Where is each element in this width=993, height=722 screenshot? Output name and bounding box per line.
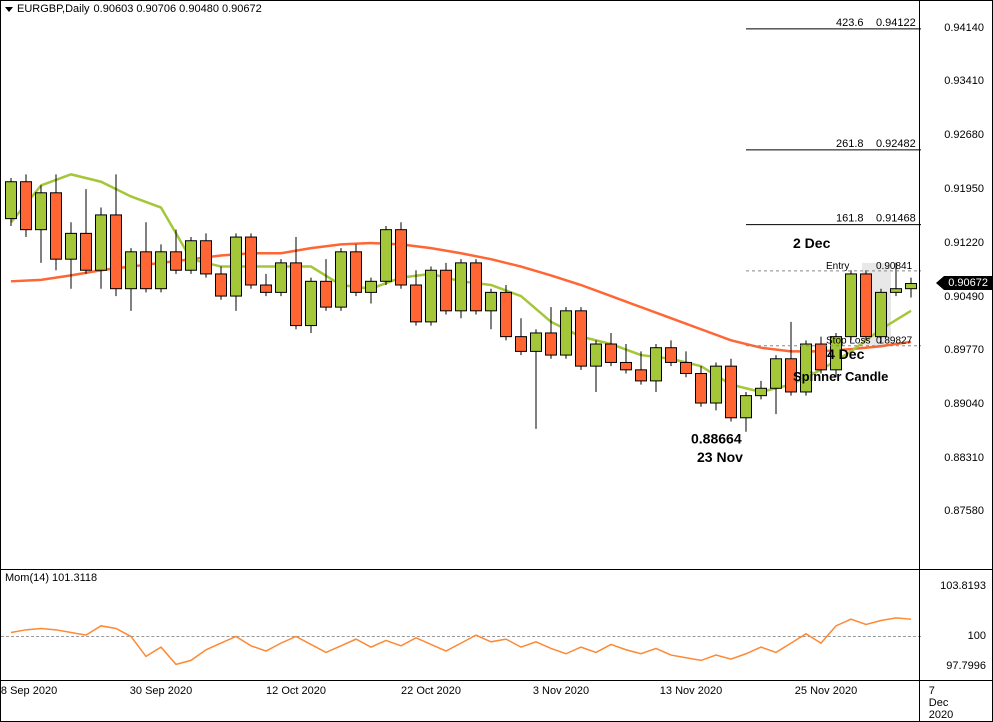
chart-title-bar: EURGBP,Daily 0.90603 0.90706 0.90480 0.9… [5, 3, 262, 15]
svg-text:261.8: 261.8 [836, 138, 864, 150]
indicator-tick-label: 100 [968, 630, 986, 642]
indicator-tick-label: 103.8193 [940, 580, 986, 592]
svg-text:23 Nov: 23 Nov [697, 449, 743, 465]
svg-text:0.91468: 0.91468 [876, 213, 916, 225]
current-price-marker: 0.90672 [944, 276, 992, 290]
svg-text:0.90841: 0.90841 [876, 261, 913, 272]
ohlc-label: 0.90603 0.90706 0.90480 0.90672 [94, 3, 262, 15]
date-tick-label: 13 Nov 2020 [660, 685, 722, 697]
price-tick-label: 0.90490 [944, 291, 984, 303]
date-axis-corner [919, 680, 992, 721]
date-tick-label: 18 Sep 2020 [0, 685, 57, 697]
dropdown-triangle-icon[interactable] [5, 7, 13, 12]
price-svg: 423.6 0.94122 261.8 0.92482 161.8 0.91468 Entr… [1, 1, 921, 569]
svg-text:0.88664: 0.88664 [691, 431, 742, 447]
momentum-indicator[interactable]: Mom(14) 101.3118 [1, 569, 921, 683]
price-tick-label: 0.94140 [944, 22, 984, 34]
price-tick-label: 0.93410 [944, 75, 984, 87]
price-tick-label: 0.88310 [944, 452, 984, 464]
chart-container: EURGBP,Daily 0.90603 0.90706 0.90480 0.9… [0, 0, 993, 722]
svg-text:0.89827: 0.89827 [876, 336, 913, 347]
date-tick-label: 22 Oct 2020 [401, 685, 461, 697]
price-tick-label: 0.89040 [944, 398, 984, 410]
svg-text:0.92482: 0.92482 [876, 138, 916, 150]
date-tick-label: 25 Nov 2020 [795, 685, 857, 697]
indicator-svg [1, 570, 921, 683]
svg-text:161.8: 161.8 [836, 213, 864, 225]
indicator-tick-label: 97.7996 [946, 660, 986, 672]
svg-text:4 Dec: 4 Dec [827, 346, 865, 362]
price-tick-label: 0.92680 [944, 129, 984, 141]
svg-text:Entry: Entry [826, 261, 849, 272]
svg-text:0.94122: 0.94122 [876, 17, 916, 29]
price-tick-label: 0.87580 [944, 505, 984, 517]
symbol-label: EURGBP,Daily [17, 3, 90, 15]
price-tick-label: 0.91950 [944, 183, 984, 195]
price-tick-label: 0.89770 [944, 344, 984, 356]
indicator-axis: 103.8193 100 97.7996 [919, 569, 992, 683]
svg-text:Spinner Candle: Spinner Candle [793, 369, 888, 384]
svg-text:423.6: 423.6 [836, 17, 864, 29]
main-price-chart[interactable]: 423.6 0.94122 261.8 0.92482 161.8 0.91468 Entr… [1, 1, 921, 569]
date-tick-label: 30 Sep 2020 [130, 685, 192, 697]
price-axis: 0.94140 0.93410 0.92680 0.91950 0.91220 0.904… [919, 1, 992, 569]
date-axis: 18 Sep 2020 30 Sep 2020 12 Oct 2020 22 Oct … [1, 680, 921, 721]
date-tick-label: 12 Oct 2020 [266, 685, 326, 697]
price-tick-label: 0.91220 [944, 237, 984, 249]
date-tick-label: 3 Nov 2020 [533, 685, 589, 697]
svg-text:2 Dec: 2 Dec [793, 235, 831, 251]
